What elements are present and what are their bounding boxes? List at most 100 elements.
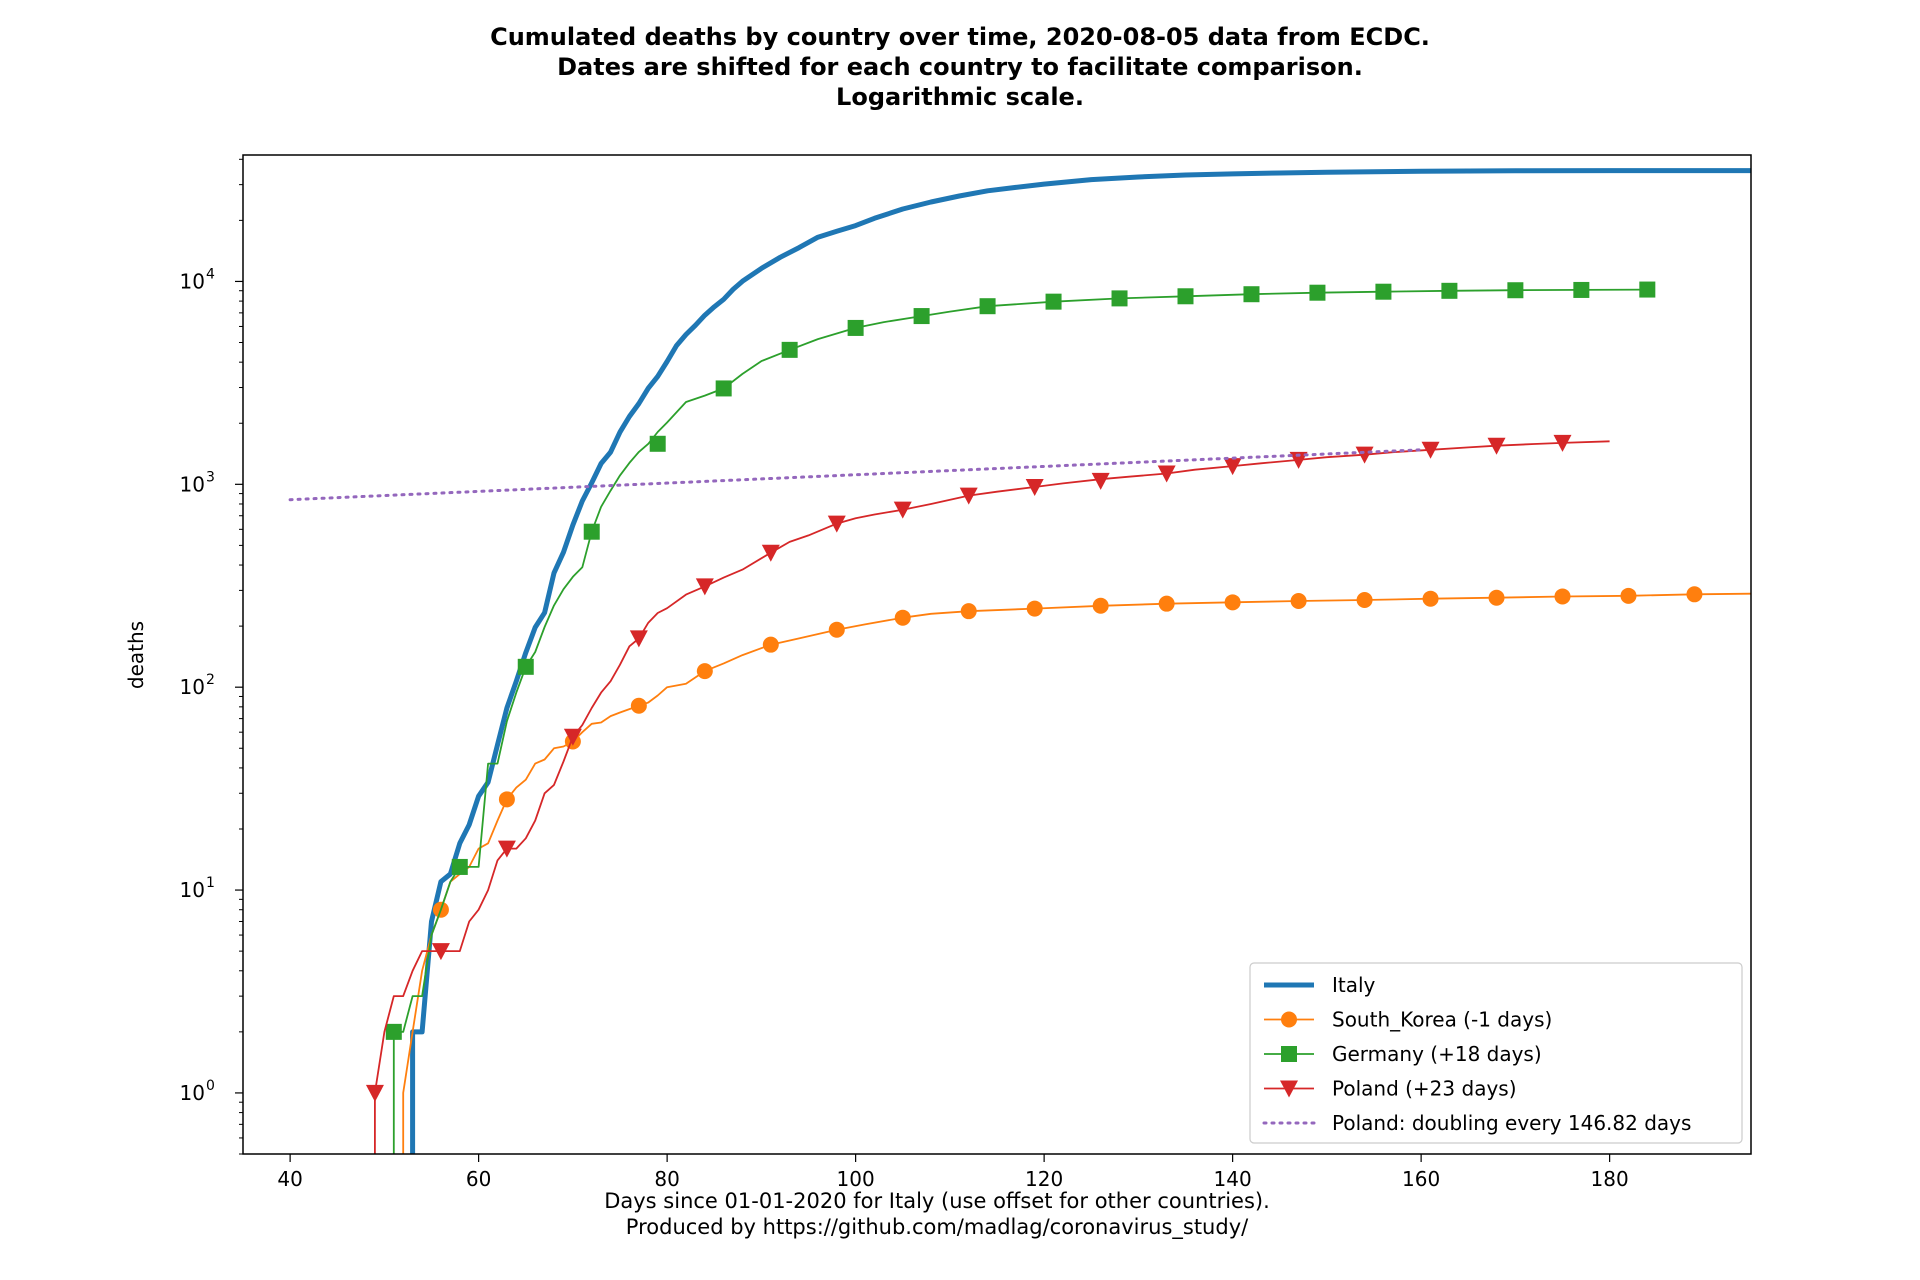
- data-point-marker: [1157, 465, 1176, 483]
- data-point-marker: [959, 487, 978, 505]
- data-point-marker: [385, 1023, 402, 1040]
- data-point-marker: [1488, 589, 1505, 606]
- data-point-marker: [1243, 286, 1260, 303]
- y-tick-exponent: 2: [206, 672, 215, 688]
- data-point-marker: [498, 791, 515, 808]
- series-germany-18-days: [385, 281, 1656, 1154]
- y-tick-exponent: 3: [206, 469, 215, 485]
- data-point-marker: [696, 663, 713, 680]
- data-point-marker: [1686, 586, 1703, 603]
- data-point-marker: [365, 1084, 384, 1102]
- x-tick-label: 140: [1214, 1167, 1252, 1191]
- data-point-marker: [1026, 600, 1043, 617]
- data-point-marker: [451, 858, 468, 875]
- chart-title: Cumulated deaths by country over time, 2…: [0, 22, 1920, 112]
- data-point-marker: [761, 544, 780, 562]
- data-point-marker: [1309, 284, 1326, 301]
- data-point-marker: [715, 380, 732, 397]
- data-point-marker: [762, 636, 779, 653]
- data-point-marker: [583, 523, 600, 540]
- y-tick-label: 10: [180, 269, 205, 293]
- data-point-marker: [1573, 281, 1590, 298]
- data-point-marker: [517, 658, 534, 675]
- y-tick-label: 10: [180, 472, 205, 496]
- y-tick-label: 10: [180, 1081, 205, 1105]
- data-point-marker: [1620, 587, 1637, 604]
- legend-item: Poland (+23 days): [1264, 1077, 1517, 1101]
- legend-item: Italy: [1264, 973, 1376, 997]
- data-point-marker: [894, 609, 911, 626]
- series-line: [410, 168, 1751, 1154]
- y-tick-exponent: 1: [206, 875, 215, 891]
- data-point-marker: [1025, 478, 1044, 496]
- y-tick-label: 10: [180, 675, 205, 699]
- data-point-marker: [630, 697, 647, 714]
- data-point-marker: [1507, 282, 1524, 299]
- data-point-marker: [828, 621, 845, 638]
- x-tick-label: 180: [1591, 1167, 1629, 1191]
- series-line: [374, 440, 1610, 1154]
- x-tick-label: 80: [654, 1167, 679, 1191]
- data-point-marker: [1554, 588, 1571, 605]
- x-axis-label-line-2: Produced by https://github.com/madlag/co…: [625, 1215, 1249, 1239]
- data-point-marker: [1091, 472, 1110, 490]
- title-line-1: Cumulated deaths by country over time, 2…: [490, 23, 1430, 51]
- legend-item: South_Korea (-1 days): [1264, 1008, 1552, 1032]
- data-point-marker: [629, 630, 648, 648]
- data-point-marker: [649, 435, 666, 452]
- x-axis-label-line-1: Days since 01-01-2020 for Italy (use off…: [604, 1189, 1270, 1213]
- data-point-marker: [1356, 591, 1373, 608]
- data-point-marker: [431, 943, 450, 961]
- data-point-marker: [847, 319, 864, 336]
- data-point-marker: [1441, 282, 1458, 299]
- data-point-marker: [979, 298, 996, 315]
- legend: Italy South_Korea (-1 days) Germany (+18 d…: [1249, 962, 1743, 1144]
- data-point-marker: [1224, 594, 1241, 611]
- plot-frame: [242, 154, 1752, 1155]
- y-tick-exponent: 0: [206, 1078, 215, 1094]
- data-point-marker: [1045, 293, 1062, 310]
- data-point-marker: [893, 501, 912, 519]
- y-tick-label: 10: [180, 878, 205, 902]
- legend-box: [1249, 962, 1743, 1144]
- legend-label: Poland (+23 days): [1332, 1077, 1517, 1101]
- title-line-2: Dates are shifted for each country to fa…: [557, 53, 1363, 81]
- data-point-marker: [1421, 441, 1440, 459]
- x-axis-label: Days since 01-01-2020 for Italy (use off…: [0, 1188, 1874, 1240]
- data-point-marker: [1092, 597, 1109, 614]
- legend-marker: [1281, 1011, 1297, 1028]
- data-point-marker: [1639, 281, 1656, 298]
- legend-item: Germany (+18 days): [1264, 1042, 1542, 1066]
- title-line-3: Logarithmic scale.: [836, 83, 1084, 111]
- y-axis-label: deaths: [124, 620, 148, 690]
- data-point-marker: [1289, 451, 1308, 469]
- legend-marker: [1280, 1080, 1298, 1098]
- series-poland-23-days: [365, 434, 1610, 1154]
- data-point-marker: [1487, 437, 1506, 455]
- legend-item: Poland: doubling every 146.82 days: [1262, 1111, 1691, 1135]
- legend-label: South_Korea (-1 days): [1332, 1008, 1552, 1032]
- data-point-marker: [1223, 458, 1242, 476]
- x-tick-label: 60: [466, 1167, 491, 1191]
- series-layer: [288, 168, 1751, 1154]
- data-point-marker: [1375, 283, 1392, 300]
- data-point-marker: [563, 728, 582, 746]
- legend-label: Germany (+18 days): [1332, 1042, 1542, 1066]
- data-point-marker: [1158, 595, 1175, 612]
- x-tick-label: 100: [837, 1167, 875, 1191]
- data-point-marker: [960, 603, 977, 620]
- series-line: [288, 448, 1423, 502]
- legend-label: Italy: [1332, 973, 1376, 997]
- data-point-marker: [1553, 434, 1572, 452]
- data-point-marker: [827, 515, 846, 533]
- series-poland-doubling-every-146-82-days: [288, 448, 1423, 502]
- data-point-marker: [1290, 592, 1307, 609]
- legend-label: Poland: doubling every 146.82 days: [1332, 1111, 1691, 1135]
- data-point-marker: [781, 341, 798, 358]
- data-point-marker: [913, 308, 930, 325]
- x-tick-label: 160: [1402, 1167, 1440, 1191]
- y-tick-exponent: 4: [206, 266, 215, 282]
- data-point-marker: [1422, 590, 1439, 607]
